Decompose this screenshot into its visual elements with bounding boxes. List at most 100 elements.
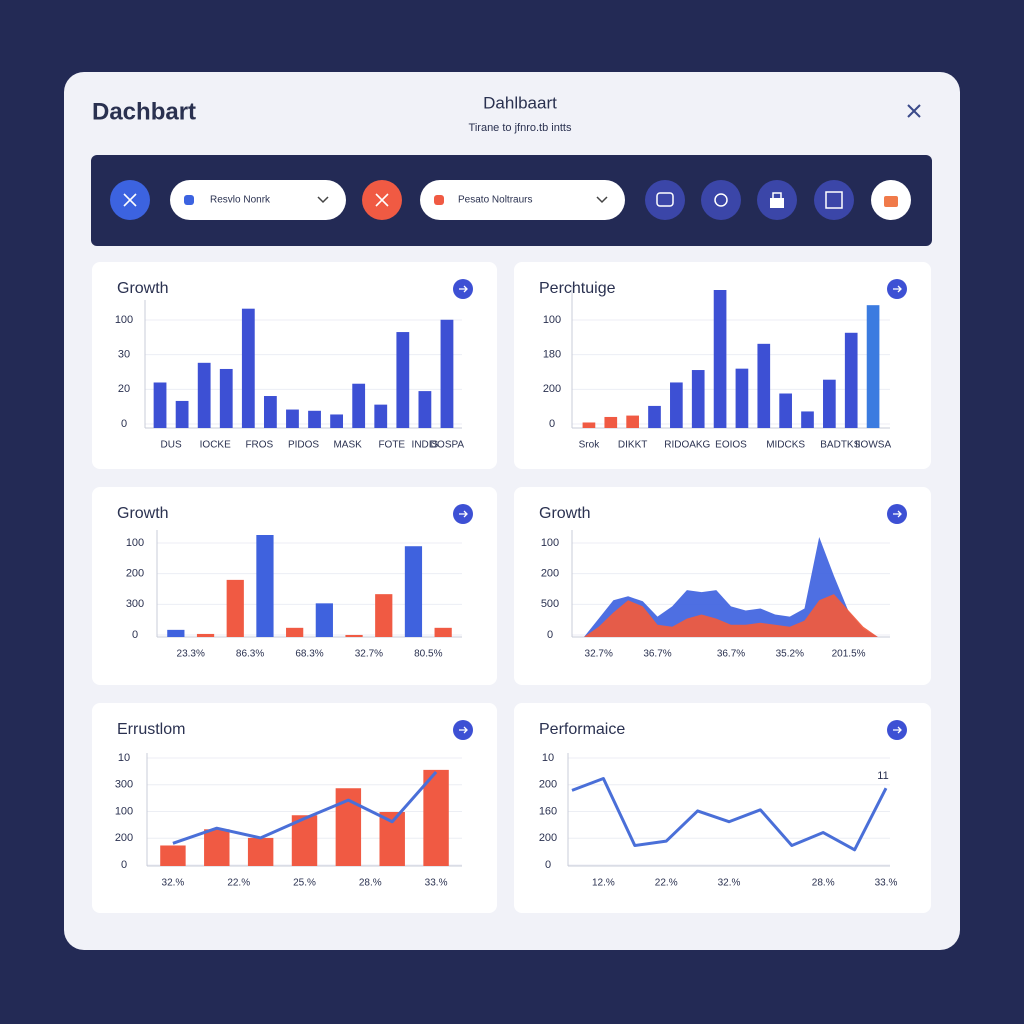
bar	[440, 319, 454, 428]
y-tick-label: 200	[539, 779, 557, 791]
y-tick-label: 20	[118, 383, 130, 395]
bar	[286, 409, 299, 428]
dropdown[interactable]	[170, 180, 346, 220]
x-tick-label: 36.7%	[643, 649, 671, 660]
subtitle: Tirane to jfnro.tb intts	[469, 122, 572, 134]
y-tick-label: 30	[118, 349, 130, 361]
bar	[345, 634, 363, 637]
x-tick-label: 12.%	[592, 878, 615, 889]
panel-menu-icon	[459, 285, 468, 293]
icon-button[interactable]	[701, 180, 741, 220]
panel-title: Errustlom	[117, 721, 185, 738]
bar	[866, 305, 880, 428]
y-tick-label: 0	[121, 418, 127, 430]
bar	[197, 362, 211, 428]
y-tick-label: 180	[543, 349, 561, 361]
y-tick-label: 300	[126, 598, 144, 610]
line	[571, 777, 888, 852]
y-tick-label: 200	[539, 832, 557, 844]
x-tick-label: 33.%	[875, 878, 898, 889]
app-title: Dachbart	[92, 98, 196, 125]
panel-menu-icon	[893, 510, 902, 518]
bar	[308, 410, 321, 428]
y-tick-label: 0	[547, 629, 553, 641]
y-tick-label: 0	[132, 629, 138, 641]
bar	[691, 370, 705, 428]
y-tick-label: 500	[541, 598, 559, 610]
bar	[844, 332, 858, 428]
clear-button[interactable]	[110, 180, 150, 220]
x-tick-label: 22.%	[655, 878, 678, 889]
x-tick-label: EOIOS	[715, 440, 747, 451]
x-tick-label: DIKKT	[618, 440, 647, 451]
x-tick-label: 25.%	[293, 878, 316, 889]
bar	[375, 594, 393, 637]
y-tick-label: 100	[115, 805, 133, 817]
x-tick-label: IIOWSA	[855, 440, 891, 451]
bar	[670, 382, 683, 428]
bar	[396, 332, 410, 428]
x-tick-label: FROS	[245, 440, 273, 451]
x-tick-label: 201.5%	[832, 649, 866, 660]
x-tick-label: 80.5%	[414, 649, 442, 660]
dropdown-label: Resvlo Nonrk	[210, 195, 271, 206]
icon-button[interactable]	[871, 180, 911, 220]
bar	[315, 603, 333, 637]
x-tick-label: 35.2%	[776, 649, 804, 660]
bar	[286, 627, 304, 637]
y-tick-label: 10	[118, 752, 130, 764]
y-tick-label: 200	[541, 568, 559, 580]
panel-menu-icon	[893, 285, 902, 293]
x-tick-label: 22.%	[227, 878, 250, 889]
bar	[648, 405, 661, 428]
bar	[226, 579, 244, 637]
bar	[167, 629, 185, 637]
remove-button[interactable]	[362, 180, 402, 220]
panel-title: Growth	[117, 505, 169, 522]
panel-title: Performaice	[539, 721, 625, 738]
x-tick-label: BADTKS	[820, 440, 860, 451]
bar	[713, 290, 727, 428]
bar	[801, 411, 814, 428]
x-tick-label: 32.7%	[355, 649, 383, 660]
y-tick-label: 200	[543, 383, 561, 395]
bar	[757, 343, 771, 428]
y-tick-label: 0	[545, 859, 551, 871]
x-tick-label: 28.%	[359, 878, 382, 889]
icon-button[interactable]	[814, 180, 854, 220]
bar	[256, 535, 274, 637]
bar	[604, 416, 618, 428]
bar	[263, 396, 277, 428]
x-tick-label: FOTE	[378, 440, 405, 451]
area	[584, 594, 878, 637]
x-tick-label: DUS	[161, 440, 182, 451]
x-tick-label: 32.%	[718, 878, 741, 889]
x-tick-label: DOSPA	[430, 440, 465, 451]
icon-button[interactable]	[645, 180, 685, 220]
x-tick-label: 86.3%	[236, 649, 264, 660]
x-tick-label: 32.7%	[585, 649, 613, 660]
y-tick-label: 200	[126, 568, 144, 580]
bar	[247, 837, 274, 866]
bar	[418, 391, 432, 428]
panel-menu-icon	[893, 726, 902, 734]
x-tick-label: IOCKE	[200, 440, 231, 451]
x-tick-label: INDIS	[412, 440, 439, 451]
dropdown[interactable]	[420, 180, 625, 220]
bar	[735, 368, 749, 428]
x-tick-label: 36.7%	[717, 649, 745, 660]
bar	[330, 414, 344, 428]
x-tick-label: Srok	[579, 440, 601, 451]
panel-title: Growth	[117, 280, 169, 297]
panel	[514, 703, 931, 913]
close-button[interactable]	[907, 104, 921, 118]
bar	[626, 415, 639, 428]
y-tick-label: 100	[543, 314, 561, 326]
bar	[204, 829, 230, 866]
icon-button[interactable]	[757, 180, 797, 220]
line	[172, 771, 438, 845]
bar	[241, 308, 255, 428]
bar	[434, 627, 452, 637]
x-tick-label: 33.%	[425, 878, 448, 889]
x-tick-label: 32.%	[162, 878, 185, 889]
